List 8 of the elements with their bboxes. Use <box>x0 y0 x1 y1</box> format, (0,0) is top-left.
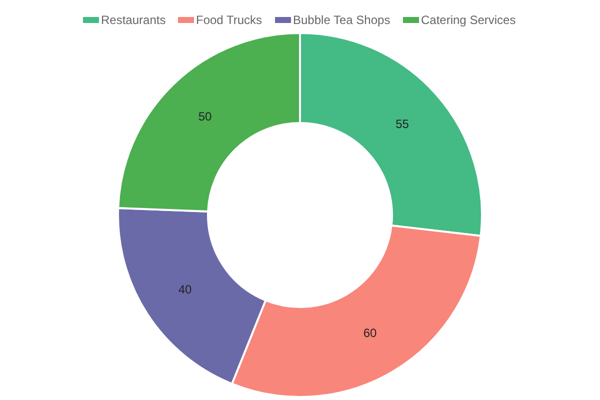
legend-label: Catering Services <box>421 13 516 27</box>
data-label: 40 <box>178 282 192 296</box>
data-label: 55 <box>396 116 410 131</box>
data-label: 50 <box>198 109 212 124</box>
legend-label: Bubble Tea Shops <box>293 13 390 27</box>
legend-label: Food Trucks <box>196 13 262 27</box>
data-label: 60 <box>363 326 378 340</box>
legend-label: Restaurants <box>101 13 166 27</box>
